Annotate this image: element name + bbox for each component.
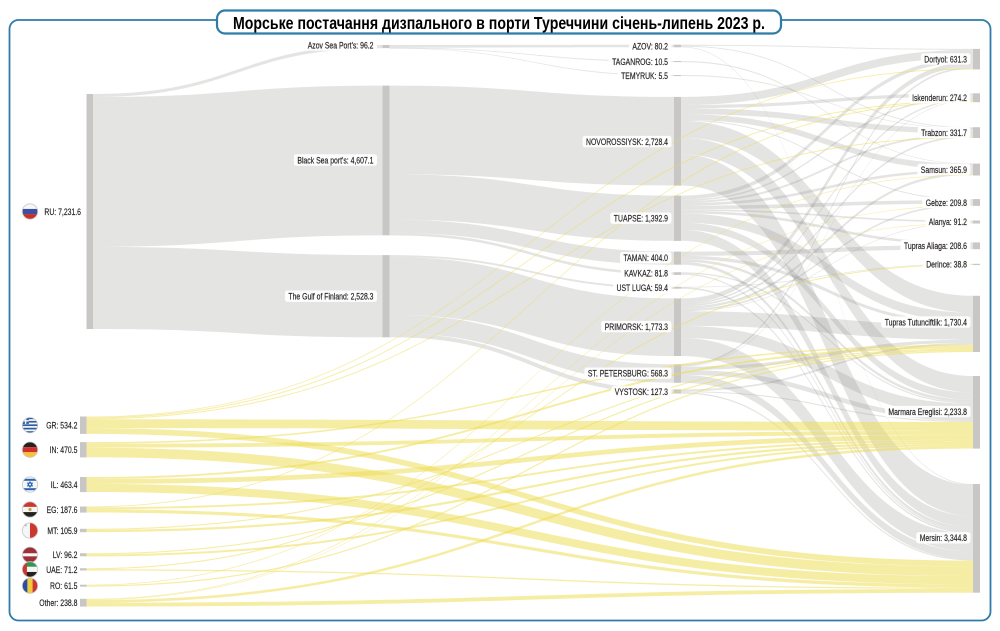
svg-text:GR: 534.2: GR: 534.2 xyxy=(46,421,77,431)
svg-text:AZOV: 80.2: AZOV: 80.2 xyxy=(632,41,668,51)
svg-text:MT: 105.9: MT: 105.9 xyxy=(47,526,77,536)
svg-text:Other: 238.8: Other: 238.8 xyxy=(39,598,77,608)
svg-text:ST. PETERSBURG: 568.3: ST. PETERSBURG: 568.3 xyxy=(588,369,668,379)
svg-text:Tupras Aliaga: 208.6: Tupras Aliaga: 208.6 xyxy=(904,241,967,251)
svg-text:Samsun: 365.9: Samsun: 365.9 xyxy=(921,165,967,175)
svg-text:VYSTOSK: 127.3: VYSTOSK: 127.3 xyxy=(615,387,668,397)
svg-text:Морське постачання дизпального: Морське постачання дизпального в порти Т… xyxy=(233,13,765,33)
svg-text:UST LUGA: 59.4: UST LUGA: 59.4 xyxy=(617,283,669,293)
svg-text:Mersin: 3,344.8: Mersin: 3,344.8 xyxy=(920,533,967,543)
svg-text:KAVKAZ: 81.8: KAVKAZ: 81.8 xyxy=(624,269,668,279)
svg-text:IN: 470.5: IN: 470.5 xyxy=(50,445,78,455)
svg-text:Marmara Ereglisi: 2,233.8: Marmara Ereglisi: 2,233.8 xyxy=(888,407,967,417)
svg-text:Azov Sea Port's: 96.2: Azov Sea Port's: 96.2 xyxy=(308,40,374,50)
svg-text:RU: 7,231.6: RU: 7,231.6 xyxy=(44,207,81,217)
svg-text:Tupras Tutunciftlik: 1,730.4: Tupras Tutunciftlik: 1,730.4 xyxy=(885,318,967,328)
svg-text:LV: 96.2: LV: 96.2 xyxy=(53,550,78,560)
svg-text:Gebze: 209.8: Gebze: 209.8 xyxy=(926,198,967,208)
svg-text:Trabzon: 331.7: Trabzon: 331.7 xyxy=(921,128,967,138)
svg-text:TEMYRUK: 5.5: TEMYRUK: 5.5 xyxy=(621,71,668,81)
svg-text:Black Sea port's: 4,607.1: Black Sea port's: 4,607.1 xyxy=(297,155,373,165)
svg-text:TAMAN: 404.0: TAMAN: 404.0 xyxy=(624,253,669,263)
svg-text:Dortyol: 631.3: Dortyol: 631.3 xyxy=(924,54,967,64)
svg-text:The Gulf of Finland: 2,528.3: The Gulf of Finland: 2,528.3 xyxy=(288,292,373,302)
svg-text:UAE: 71.2: UAE: 71.2 xyxy=(46,565,77,575)
svg-text:PRIMORSK: 1,773.3: PRIMORSK: 1,773.3 xyxy=(605,322,668,332)
svg-text:Iskenderun: 274.2: Iskenderun: 274.2 xyxy=(912,93,967,103)
svg-text:TUAPSE: 1,392.9: TUAPSE: 1,392.9 xyxy=(614,214,668,224)
svg-text:NOVOROSSIYSK: 2,728.4: NOVOROSSIYSK: 2,728.4 xyxy=(586,137,668,147)
svg-text:IL: 463.4: IL: 463.4 xyxy=(51,480,78,490)
svg-text:Alanya: 91.2: Alanya: 91.2 xyxy=(929,217,967,227)
svg-text:EG: 187.6: EG: 187.6 xyxy=(47,505,78,515)
svg-text:TAGANROG: 10.5: TAGANROG: 10.5 xyxy=(612,57,668,67)
svg-text:Derince: 38.8: Derince: 38.8 xyxy=(926,260,967,270)
svg-text:RO: 61.5: RO: 61.5 xyxy=(50,581,78,591)
